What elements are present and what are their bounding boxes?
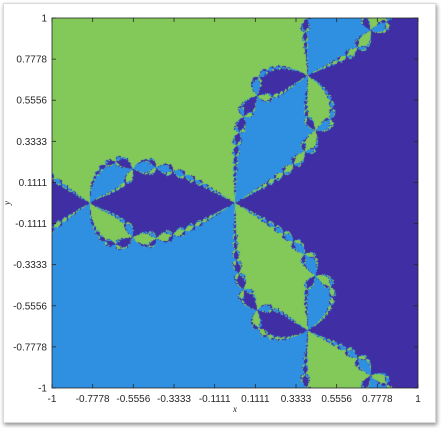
y-tick-label: -0.5556: [13, 301, 47, 312]
y-tick-label: -0.1111: [15, 219, 47, 230]
y-tick-label: -1: [38, 384, 47, 395]
x-tick-label: -0.7778: [76, 394, 110, 405]
x-tick-label: -1: [48, 394, 57, 405]
plot-axes-box: [51, 17, 419, 389]
y-axis-label: y: [2, 201, 12, 206]
y-tick-label: 0.5556: [16, 96, 47, 107]
ticks-layer: -1-1-0.7778-0.7778-0.5556-0.5556-0.3333-…: [13, 14, 421, 406]
x-tick-label: -0.3333: [157, 394, 191, 405]
x-tick-label: -0.1111: [199, 394, 231, 405]
y-tick-label: 0.1111: [19, 178, 48, 189]
y-tick-label: -0.7778: [13, 342, 47, 353]
fractal-basins-image: [52, 18, 418, 388]
y-tick-label: 0.3333: [16, 137, 47, 148]
x-tick-label: -0.5556: [116, 394, 150, 405]
x-tick-label: 0.7778: [362, 394, 393, 405]
y-tick-label: 0.7778: [16, 55, 47, 66]
x-tick-label: 1: [415, 394, 421, 405]
y-tick-label: 1: [41, 14, 47, 25]
x-tick-label: 0.5556: [321, 394, 352, 405]
y-tick-label: -0.3333: [13, 260, 47, 271]
x-tick-label: 0.3333: [281, 394, 312, 405]
x-axis-label: x: [232, 404, 237, 414]
x-tick-label: 0.1111: [241, 394, 270, 405]
